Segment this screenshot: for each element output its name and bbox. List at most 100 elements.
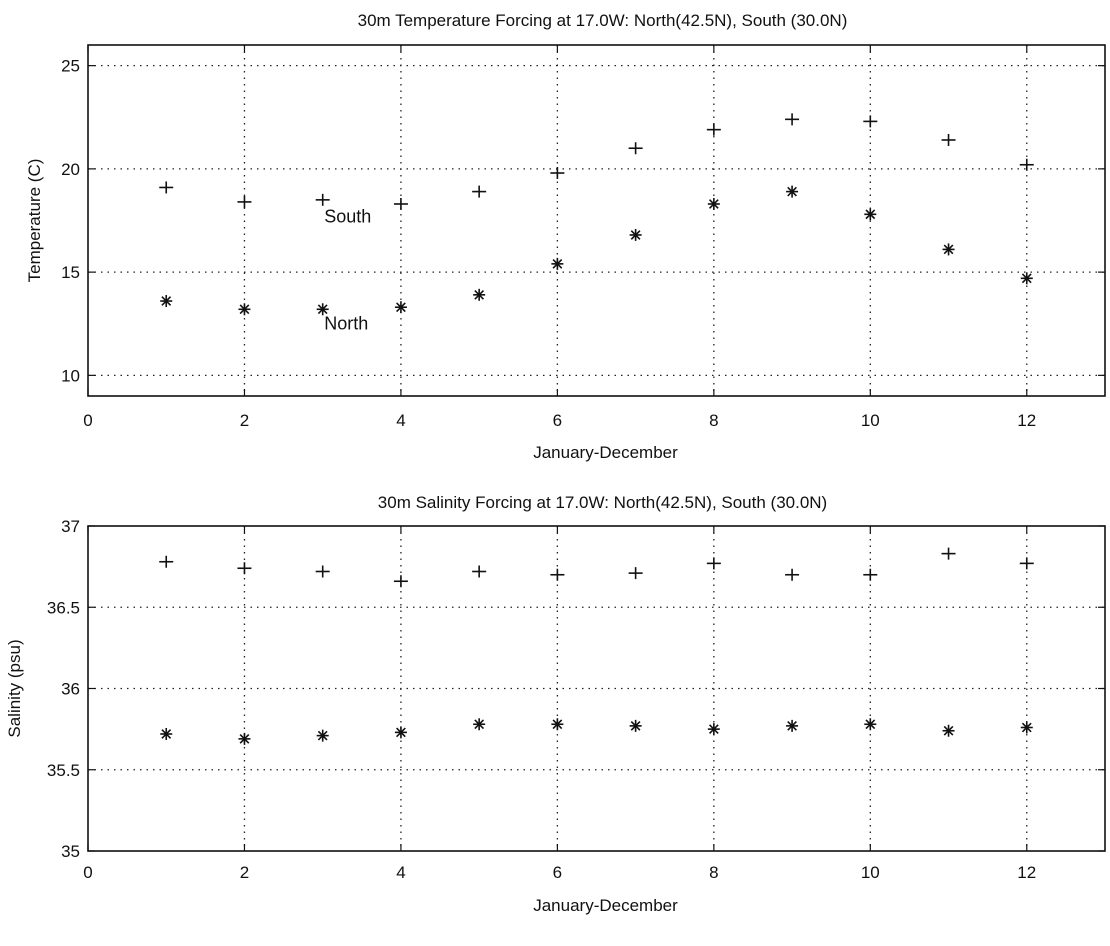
y-axis-label: Salinity (psu) xyxy=(5,639,24,737)
asterisk-d2 xyxy=(552,258,563,269)
asterisk-d2 xyxy=(943,725,954,736)
asterisk-d2 xyxy=(630,720,641,731)
plus-point xyxy=(550,568,565,581)
y-tick-label: 25 xyxy=(61,57,80,76)
asterisk-point xyxy=(238,303,251,316)
y-tick-label: 35 xyxy=(61,842,80,861)
plus-point xyxy=(315,565,330,578)
asterisk-d2 xyxy=(1021,273,1032,284)
x-tick-label: 6 xyxy=(553,411,562,430)
asterisk-d2 xyxy=(474,289,485,300)
asterisk-point xyxy=(160,728,173,740)
plus-point xyxy=(315,193,330,206)
x-tick-label: 4 xyxy=(396,411,405,430)
annotation-north: North xyxy=(324,314,368,334)
asterisk-point xyxy=(316,729,329,742)
plus-point xyxy=(159,181,174,194)
asterisk-point xyxy=(316,303,329,316)
x-tick-label: 12 xyxy=(1017,863,1036,882)
asterisk-point xyxy=(942,243,955,256)
asterisk-d2 xyxy=(161,729,172,739)
x-tick-label: 12 xyxy=(1017,411,1036,430)
series-north xyxy=(160,185,1033,316)
asterisk-d2 xyxy=(317,304,328,315)
x-tick-label: 10 xyxy=(861,863,880,882)
plus-point xyxy=(1019,557,1034,570)
asterisk-point xyxy=(473,288,486,301)
asterisk-point xyxy=(238,732,251,745)
asterisk-point xyxy=(786,719,799,732)
plus-point xyxy=(706,557,721,570)
x-tick-label: 8 xyxy=(709,863,718,882)
plus-point xyxy=(941,547,956,560)
plus-point xyxy=(1019,158,1034,171)
chart-panel-2: 30m Salinity Forcing at 17.0W: North(42.… xyxy=(5,493,1106,915)
asterisk-d2 xyxy=(1021,722,1032,733)
asterisk-point xyxy=(864,208,877,221)
asterisk-point xyxy=(864,718,877,731)
plot-frame xyxy=(87,44,1106,397)
y-tick-label: 20 xyxy=(61,160,80,179)
plus-point xyxy=(393,575,408,588)
x-tick-label: 10 xyxy=(861,411,880,430)
plus-point xyxy=(628,567,643,580)
plus-point xyxy=(785,568,800,581)
asterisk-d2 xyxy=(865,719,876,730)
annotation-south: South xyxy=(324,206,371,226)
asterisk-point xyxy=(551,718,564,731)
x-tick-label: 4 xyxy=(396,863,405,882)
x-tick-label: 0 xyxy=(83,411,92,430)
asterisk-d2 xyxy=(396,302,406,313)
x-axis-label: January-December xyxy=(533,443,678,462)
asterisk-d2 xyxy=(630,230,641,240)
asterisk-point xyxy=(394,301,407,314)
plus-point xyxy=(237,195,252,208)
plus-point xyxy=(863,568,878,581)
x-tick-label: 0 xyxy=(83,863,92,882)
plus-point xyxy=(472,185,487,198)
x-tick-label: 2 xyxy=(240,411,249,430)
asterisk-d2 xyxy=(396,727,406,738)
asterisk-point xyxy=(551,257,564,270)
y-tick-label: 15 xyxy=(61,263,80,282)
y-axis-label: Temperature (C) xyxy=(25,159,44,283)
asterisk-point xyxy=(629,228,642,241)
asterisk-point xyxy=(473,718,486,731)
asterisk-d2 xyxy=(239,733,250,744)
asterisk-d2 xyxy=(708,724,719,735)
plus-point xyxy=(159,555,174,568)
asterisk-d2 xyxy=(865,209,876,220)
asterisk-d2 xyxy=(943,244,954,255)
asterisk-point xyxy=(942,724,955,737)
asterisk-point xyxy=(1020,721,1033,734)
asterisk-point xyxy=(786,185,799,198)
plus-point xyxy=(706,123,721,136)
chart-title: 30m Salinity Forcing at 17.0W: North(42.… xyxy=(378,493,827,512)
asterisk-d2 xyxy=(317,730,328,741)
plus-point xyxy=(550,167,565,180)
asterisk-d2 xyxy=(787,720,797,731)
series-north xyxy=(160,718,1033,745)
asterisk-d2 xyxy=(787,186,797,197)
x-axis-label: January-December xyxy=(533,896,678,915)
asterisk-point xyxy=(707,197,720,210)
series-south xyxy=(159,113,1034,210)
plus-point xyxy=(393,197,408,210)
y-tick-label: 36 xyxy=(61,680,80,699)
asterisk-point xyxy=(707,723,720,736)
plus-point xyxy=(941,133,956,146)
y-tick-label: 36.5 xyxy=(47,598,80,617)
chart-title: 30m Temperature Forcing at 17.0W: North(… xyxy=(358,11,848,30)
asterisk-point xyxy=(160,295,173,308)
plus-point xyxy=(785,113,800,126)
asterisk-d2 xyxy=(239,304,250,315)
asterisk-point xyxy=(1020,272,1033,285)
x-tick-label: 8 xyxy=(709,411,718,430)
plus-point xyxy=(628,142,643,155)
x-tick-label: 6 xyxy=(553,863,562,882)
asterisk-d2 xyxy=(708,199,719,209)
x-tick-label: 2 xyxy=(240,863,249,882)
asterisk-d2 xyxy=(161,296,172,306)
asterisk-d2 xyxy=(474,719,485,730)
